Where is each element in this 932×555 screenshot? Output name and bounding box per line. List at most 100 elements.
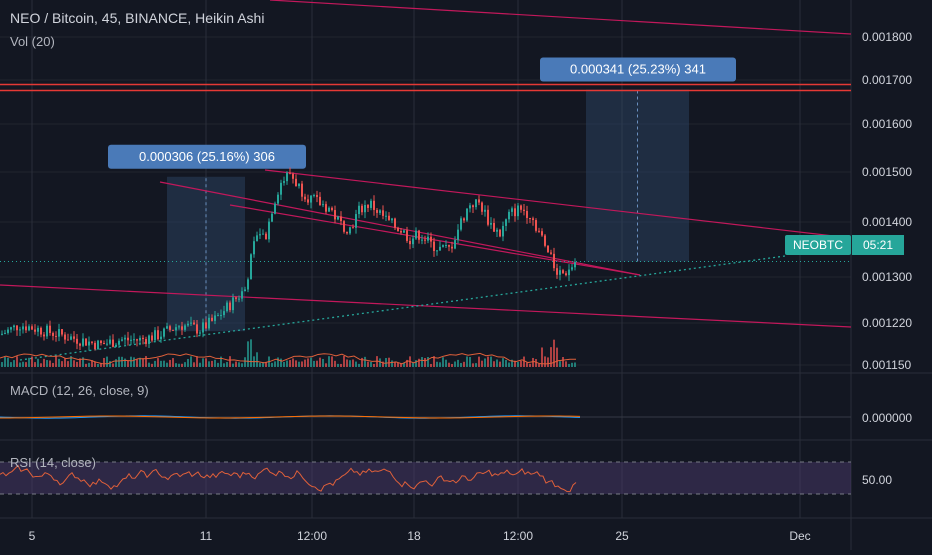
measurement-boxes[interactable]: 0.000306 (25.16%) 306 0.000341 (25.23%) 3… xyxy=(108,57,736,332)
volume-bar xyxy=(523,356,525,367)
candle-body xyxy=(475,199,477,208)
candle-body xyxy=(52,332,54,336)
time-tick-label: Dec xyxy=(789,529,810,543)
volume-bar xyxy=(229,356,231,367)
volume-bar xyxy=(193,362,195,367)
candle-body xyxy=(490,222,492,225)
candle-body xyxy=(121,339,123,341)
volume-bar xyxy=(334,360,336,367)
volume-bar xyxy=(427,357,429,367)
rsi-band xyxy=(0,462,851,494)
volume-bar xyxy=(262,362,264,367)
channel-middle-line xyxy=(159,181,641,276)
symbol-title[interactable]: NEO / Bitcoin, 45, BINANCE, Heikin Ashi xyxy=(10,10,264,26)
candle-body xyxy=(97,340,99,350)
volume-bar xyxy=(529,363,531,367)
volume-bar xyxy=(538,363,540,367)
volume-bar xyxy=(19,362,21,367)
volume-bar xyxy=(370,362,372,367)
candle-body xyxy=(157,330,159,340)
volume-bar xyxy=(307,358,309,367)
volume-bar xyxy=(433,356,435,367)
volume-bar xyxy=(160,360,162,367)
volume-bar xyxy=(34,362,36,367)
candle-body xyxy=(514,208,516,217)
candle-body xyxy=(298,183,300,187)
candle-body xyxy=(553,253,555,269)
volume-bar xyxy=(196,356,198,367)
volume-bar xyxy=(535,359,537,367)
volume-bar xyxy=(349,360,351,367)
candle-body xyxy=(142,337,144,339)
candle-body xyxy=(139,337,141,341)
candle-body xyxy=(442,245,444,247)
volume-bar xyxy=(238,362,240,367)
candle-body xyxy=(292,173,294,179)
rsi-legend[interactable]: RSI (14, close) xyxy=(10,455,96,470)
volume-bar xyxy=(166,362,168,367)
candle-body xyxy=(565,273,567,276)
volume-bar xyxy=(235,361,237,367)
volume-bar xyxy=(286,360,288,367)
macd-legend[interactable]: MACD (12, 26, close, 9) xyxy=(10,383,149,398)
macd-lines xyxy=(0,415,851,419)
time-tick-label: 18 xyxy=(407,529,421,543)
volume-bar xyxy=(472,363,474,367)
candle-body xyxy=(76,338,78,344)
candle-body xyxy=(181,326,183,330)
volume-bar xyxy=(508,362,510,367)
volume-bar xyxy=(91,360,93,367)
volume-bar xyxy=(25,362,27,367)
price-tick-label: 0.001500 xyxy=(862,165,912,179)
candle-body xyxy=(46,325,48,337)
candle-body xyxy=(100,340,102,343)
volume-bar xyxy=(442,357,444,367)
volume-bar xyxy=(205,358,207,367)
last-price-symbol: NEOBTC xyxy=(793,238,843,252)
candle-body xyxy=(244,289,246,292)
candle-body xyxy=(43,334,45,337)
volume-bar xyxy=(82,357,84,367)
candle-body xyxy=(346,231,348,234)
candle-body xyxy=(484,209,486,212)
candle-body xyxy=(202,322,204,333)
volume-bar xyxy=(115,359,117,367)
candle-body xyxy=(169,326,171,330)
price-axis[interactable]: 0.001800 0.001700 0.001600 0.001500 0.001400… xyxy=(862,30,912,487)
candle-body xyxy=(10,327,12,330)
volume-bar xyxy=(130,356,132,367)
candle-body xyxy=(520,205,522,210)
candle-body xyxy=(310,195,312,203)
volume-bar xyxy=(502,358,504,367)
measurement-label-bg xyxy=(540,57,736,82)
volume-bar xyxy=(298,361,300,367)
candle-body xyxy=(358,205,360,215)
candle-body xyxy=(322,204,324,206)
candle-body xyxy=(307,199,309,203)
candle-body xyxy=(568,269,570,276)
volume-bar xyxy=(343,356,345,367)
volume-bar xyxy=(112,363,114,367)
volume-bar xyxy=(469,357,471,367)
volume-bar xyxy=(490,356,492,367)
volume-legend[interactable]: Vol (20) xyxy=(10,34,55,49)
candle-body xyxy=(439,246,441,251)
volume-bar xyxy=(415,360,417,367)
trendlines[interactable] xyxy=(0,0,852,361)
volume-bar xyxy=(118,356,120,367)
macd-tick-label: 0.000000 xyxy=(862,411,912,425)
candle-body xyxy=(364,205,366,213)
last-price-countdown-bg xyxy=(852,235,904,255)
candle-body xyxy=(409,240,411,245)
candle-body xyxy=(370,200,372,208)
candle-body xyxy=(385,215,387,217)
candle-body xyxy=(406,230,408,241)
candle-body xyxy=(190,322,192,324)
volume-bar xyxy=(361,357,363,367)
volume-bar xyxy=(109,361,111,367)
volume-bar xyxy=(46,360,48,367)
time-axis[interactable]: 5 11 12:00 18 12:00 25 Dec xyxy=(29,529,811,543)
volume-bar xyxy=(331,356,333,367)
